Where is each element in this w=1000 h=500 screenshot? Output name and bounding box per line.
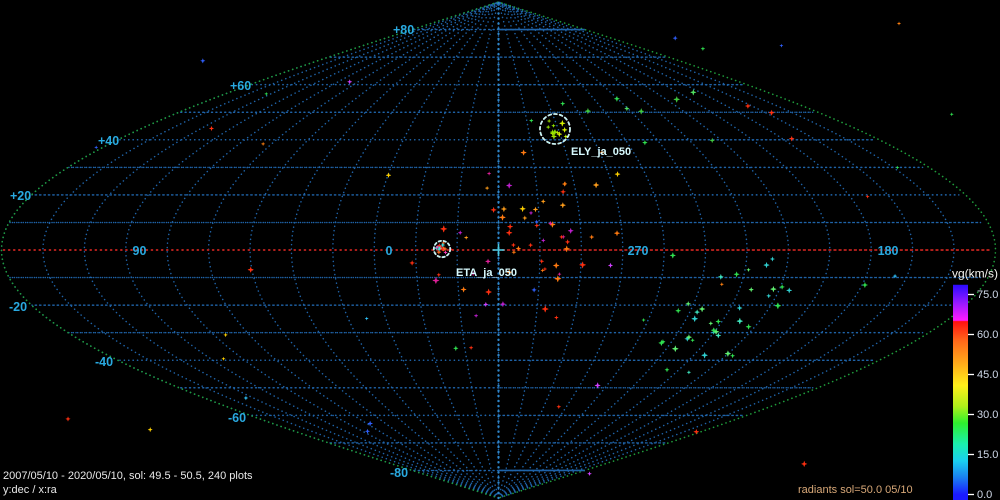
svg-text:15.0: 15.0 <box>977 449 998 461</box>
svg-text:30.0: 30.0 <box>977 409 998 421</box>
svg-text:-60: -60 <box>228 411 246 425</box>
svg-text:+40: +40 <box>98 134 119 148</box>
svg-text:+80: +80 <box>393 23 414 37</box>
svg-text:270: 270 <box>628 244 649 258</box>
svg-text:ELY_ja_050: ELY_ja_050 <box>571 146 631 158</box>
svg-text:45.0: 45.0 <box>977 369 998 381</box>
svg-text:90: 90 <box>133 244 147 258</box>
svg-text:ETA_ja_050: ETA_ja_050 <box>456 267 517 279</box>
svg-text:y:dec / x:ra: y:dec / x:ra <box>3 484 58 496</box>
svg-text:0.0: 0.0 <box>977 489 992 500</box>
svg-text:180: 180 <box>878 244 899 258</box>
svg-text:-20: -20 <box>9 300 27 314</box>
svg-text:75.0: 75.0 <box>977 289 998 301</box>
svg-text:2007/05/10 - 2020/05/10, sol:: 2007/05/10 - 2020/05/10, sol: 49.5 - 50.… <box>3 470 253 482</box>
svg-text:+60: +60 <box>230 79 251 93</box>
svg-text:-80: -80 <box>390 466 408 480</box>
svg-text:0: 0 <box>386 244 393 258</box>
svg-text:radiants sol=50.0 05/10: radiants sol=50.0 05/10 <box>798 484 913 496</box>
svg-text:+20: +20 <box>10 189 31 203</box>
svg-text:-40: -40 <box>95 355 113 369</box>
svg-text:vg(km/s): vg(km/s) <box>952 267 998 281</box>
svg-text:60.0: 60.0 <box>977 329 998 341</box>
